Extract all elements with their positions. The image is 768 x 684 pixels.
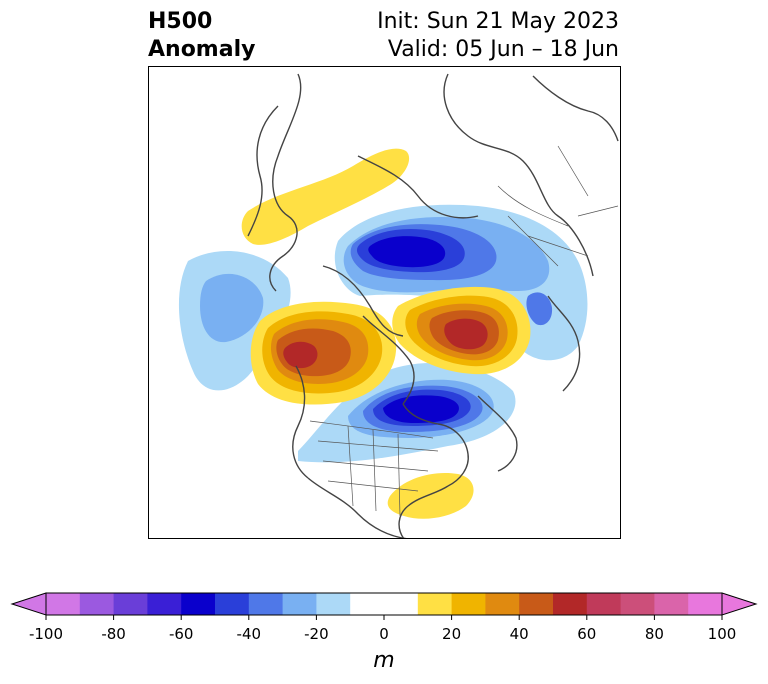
title-valid: Valid: 05 Jun – 18 Jun (387, 37, 619, 62)
colorbar-segment (316, 593, 351, 615)
greenland-ridge-core (444, 318, 488, 350)
colorbar-tick-label: 20 (442, 625, 461, 643)
colorbar-tick-label: -100 (29, 625, 63, 643)
title-variable: H500 (148, 9, 213, 34)
colorbar-segment (519, 593, 554, 615)
north-pacific-trough-core (200, 273, 264, 343)
anomaly-map (148, 66, 621, 539)
title-init: Init: Sun 21 May 2023 (377, 9, 619, 34)
colorbar-tick-label: 80 (645, 625, 664, 643)
hudson-trough-core (383, 395, 459, 423)
colorbar-under-arrow (10, 592, 47, 616)
colorbar-segment (181, 593, 216, 615)
colorbar-tick-label: -40 (237, 625, 262, 643)
borders (309, 145, 619, 517)
colorbar-segment (215, 593, 250, 615)
siberian-trough-core (368, 236, 446, 268)
colorbar-segment (147, 593, 182, 615)
colorbar-tick-label: 40 (510, 625, 529, 643)
scandinavian-trough (526, 292, 553, 326)
colorbar-tick-label: 100 (708, 625, 737, 643)
colorbar-segment (654, 593, 689, 615)
colorbar-segments (10, 592, 758, 616)
arctic-ridge (241, 148, 410, 245)
colorbar-tick-label: 0 (379, 625, 389, 643)
map-frame (148, 66, 621, 539)
colorbar-segment (248, 593, 284, 615)
coastlines (247, 73, 619, 539)
colorbar-unit: m (373, 648, 394, 673)
title-kind: Anomaly (148, 37, 256, 62)
colorbar-ticks: -100 -80 -60 -40 -20 0 20 40 60 80 100 (29, 615, 736, 643)
colorbar-segment (282, 593, 317, 615)
colorbar-tick-label: -80 (101, 625, 126, 643)
colorbar-tick-label: -20 (304, 625, 329, 643)
title-left: H500 Anomaly (148, 8, 255, 64)
colorbar-tick-label: -60 (169, 625, 194, 643)
colorbar-segment (46, 593, 81, 615)
colorbar-segment (620, 593, 655, 615)
anomaly-fills (178, 148, 588, 519)
colorbar-segment (417, 593, 453, 615)
title-right: Init: Sun 21 May 2023 Valid: 05 Jun – 18… (377, 8, 619, 64)
colorbar-segment (586, 593, 622, 615)
colorbar-segment (350, 593, 385, 615)
colorbar-segment (384, 593, 419, 615)
colorbar-segment (451, 593, 486, 615)
colorbar-over-arrow (721, 592, 758, 616)
colorbar-segment (553, 593, 588, 615)
colorbar-tick-label: 60 (577, 625, 596, 643)
colorbar: -100 -80 -60 -40 -20 0 20 40 60 80 100 m (10, 592, 758, 673)
colorbar-segment (113, 593, 148, 615)
colorbar-segment (485, 593, 520, 615)
colorbar-segment (688, 593, 723, 615)
colorbar-segment (79, 593, 115, 615)
gulf-of-alaska-ridge-core (283, 341, 318, 369)
